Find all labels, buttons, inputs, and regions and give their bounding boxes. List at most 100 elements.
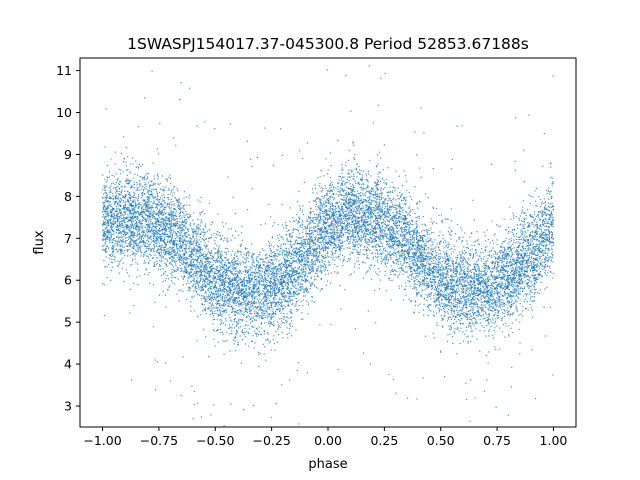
data-point [353,225,356,227]
data-point [229,277,231,279]
data-point [195,280,198,282]
data-point [228,228,230,230]
data-point [254,287,256,289]
data-point [176,248,178,250]
data-point [510,272,512,274]
data-point [494,299,496,302]
data-point [180,257,182,259]
data-point [154,235,156,237]
data-point [319,220,321,223]
data-point [327,199,330,201]
data-point [517,284,519,286]
data-point [102,202,104,204]
data-point [376,195,378,198]
data-point [501,289,504,291]
data-point [120,225,122,227]
data-point [281,281,283,283]
data-point [117,249,120,251]
data-point [405,196,407,198]
data-point [377,207,379,209]
data-point [469,312,471,315]
data-point [126,206,128,208]
data-point [542,240,545,242]
data-point [162,273,164,275]
data-point [130,185,132,187]
data-point [543,198,545,200]
data-point [323,230,325,232]
data-point [191,286,193,288]
data-point [540,233,543,236]
data-point [193,278,195,280]
data-point [248,280,250,282]
data-point [225,324,227,326]
data-point [252,321,254,323]
data-point [125,146,127,149]
data-point [269,245,271,247]
data-point [494,282,496,284]
data-point [451,311,453,313]
data-point [106,164,108,167]
data-point [533,237,535,240]
data-point [109,234,111,236]
data-point [338,237,340,239]
data-point [525,283,527,285]
data-point [549,265,551,267]
data-point [288,240,290,243]
data-point [491,255,493,257]
data-point [544,271,546,273]
data-point [508,302,510,304]
data-point [441,278,443,280]
data-point [329,202,331,204]
data-point [139,186,141,188]
data-point [124,186,126,188]
data-point [551,248,553,250]
data-point [444,268,446,271]
data-point [396,207,398,209]
data-point [365,204,367,206]
data-point [215,302,217,305]
data-point [165,230,167,232]
data-point [217,257,219,259]
data-point [208,250,210,252]
data-point [240,362,243,364]
data-point [491,277,494,279]
data-point [486,267,488,270]
data-point [116,226,119,228]
data-point [403,170,405,172]
data-point [405,217,407,220]
data-point [510,237,513,239]
data-point [384,227,386,229]
data-point [509,206,511,208]
data-point [538,243,541,245]
data-point [354,206,357,208]
data-point [346,247,348,249]
data-point [105,240,107,242]
data-point [194,230,196,232]
data-point [137,206,139,208]
data-point [129,312,131,314]
data-point [208,263,210,265]
data-point [292,325,294,327]
data-point [134,226,136,228]
data-point [464,292,467,294]
data-point [341,167,343,169]
data-point [247,309,249,311]
data-point [389,205,391,207]
data-point [378,151,381,153]
data-point [162,226,164,228]
data-point [223,286,225,289]
data-point [210,305,212,307]
data-point [367,197,369,199]
data-point [151,70,153,72]
data-point [395,209,397,211]
data-point [320,277,322,280]
data-point [249,288,251,290]
data-point [514,270,516,272]
data-point [271,302,273,305]
data-point [153,234,156,236]
data-point [447,247,449,249]
data-point [487,284,489,286]
data-point [134,209,136,211]
data-point [146,215,149,217]
data-point [171,238,173,240]
